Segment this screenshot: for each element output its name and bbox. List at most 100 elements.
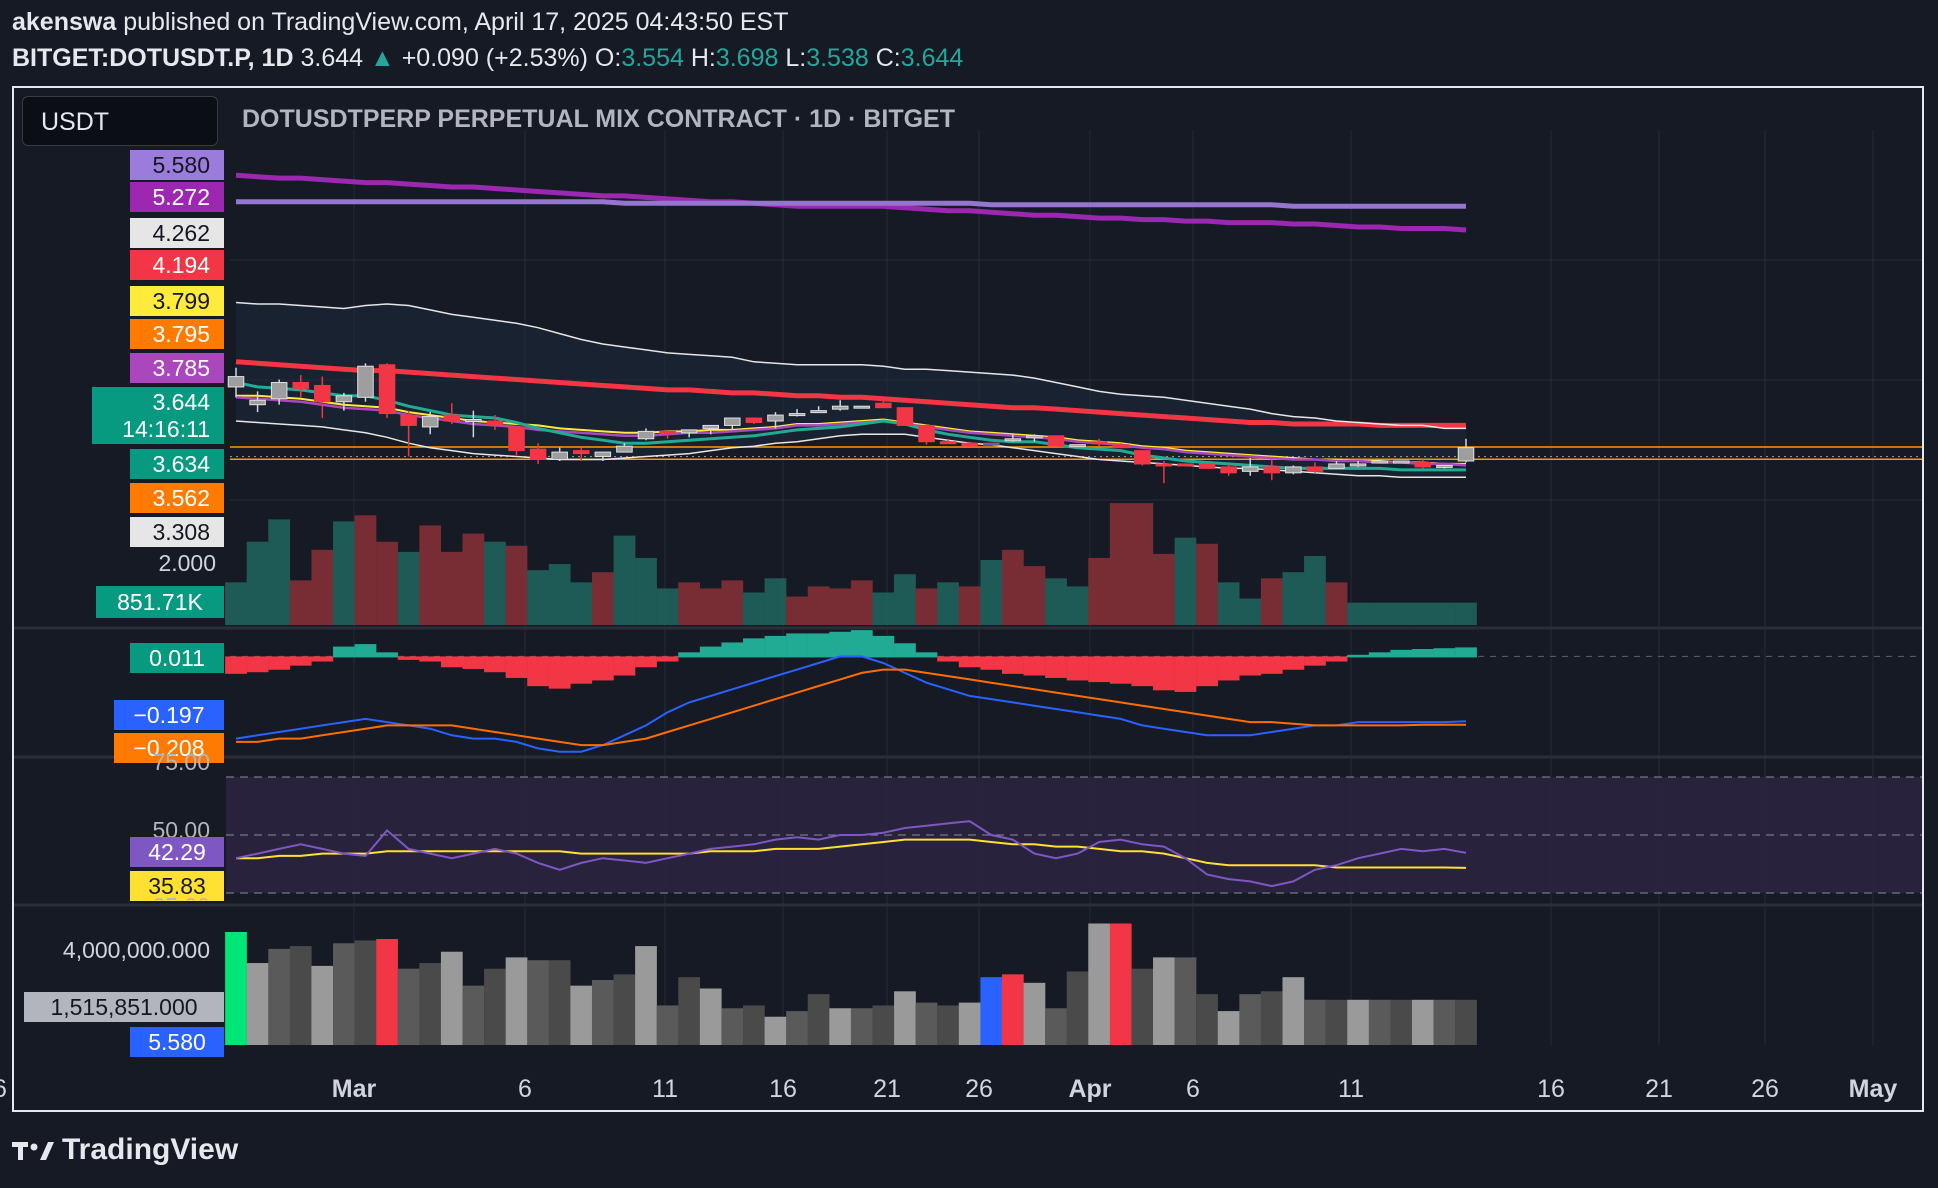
open-label: O:: [594, 44, 622, 72]
volume-bar: [613, 535, 636, 625]
volume-osc-bar: [1109, 923, 1132, 1045]
ma-magenta-line: [235, 396, 1467, 467]
close-value: 3.644: [900, 44, 964, 72]
x-axis-tick-label: 21: [1645, 1075, 1673, 1103]
candle-body: [875, 402, 892, 409]
rsi-label: 25.00: [120, 892, 210, 900]
volume-bar: [289, 580, 312, 625]
candle-body: [1026, 435, 1043, 439]
x-axis-tick-label: 21: [873, 1075, 901, 1103]
rsi-label: 35.83: [130, 871, 224, 901]
author[interactable]: akenswa: [12, 8, 117, 36]
volume-osc-bar: [1347, 999, 1369, 1045]
volume-bar: [635, 557, 657, 625]
low-value: 3.538: [806, 44, 869, 72]
candle-body: [421, 416, 439, 428]
macd-histogram-bar: [980, 656, 1003, 670]
volume-osc-bar: [937, 1005, 959, 1045]
volume-osc-bar: [527, 960, 549, 1045]
volume-bar: [1023, 566, 1046, 625]
candle-body: [1112, 444, 1130, 449]
macd-histogram-bar: [1368, 652, 1391, 658]
volume-bar: [527, 570, 549, 625]
volume-bar: [1045, 578, 1067, 625]
candle-body: [637, 430, 655, 440]
candle-body: [357, 365, 374, 398]
volume-bar: [786, 596, 808, 625]
candle-body: [939, 441, 957, 445]
close-label: C:: [875, 44, 901, 72]
volume-bar: [678, 582, 701, 625]
volume-osc-bar: [311, 965, 334, 1045]
volume-osc-bar: [1066, 971, 1089, 1045]
bollinger-lower-line: [235, 420, 1466, 479]
volume-label: 2.000: [158, 550, 216, 576]
macd-histogram-bar: [699, 646, 722, 658]
candle-body: [292, 381, 310, 389]
volume-bar: [1260, 578, 1283, 625]
macd-label: 0.011: [130, 643, 224, 673]
candle-body: [702, 424, 720, 429]
volume-bar: [397, 551, 420, 625]
candle-body: [1004, 438, 1022, 442]
macd-histogram-bar: [937, 656, 959, 662]
ma-teal-line: [235, 381, 1466, 472]
volume-bar: [1347, 602, 1369, 625]
candle-body: [1090, 441, 1108, 445]
volume-osc-bar: [505, 957, 528, 1045]
volume-osc-bar: [440, 951, 463, 1045]
price-label: 14:16:11: [92, 414, 224, 444]
macd-histogram-bar: [764, 635, 787, 658]
candle-body: [767, 414, 784, 422]
candle-body: [249, 399, 266, 406]
volume-osc-bar: [829, 1008, 852, 1045]
macd-histogram-bar: [1304, 656, 1326, 666]
candle-body: [270, 381, 288, 400]
rsi-ma-line: [236, 838, 1467, 869]
macd-histogram-bar: [440, 656, 463, 668]
candle-body: [659, 430, 676, 434]
volume-osc-bar: [1196, 994, 1218, 1045]
price-label: 4.262: [130, 218, 224, 248]
volume-bar: [246, 541, 269, 625]
price-label: 3.785: [130, 353, 224, 383]
volume-osc-bar: [289, 946, 312, 1045]
tradingview-logo[interactable]: TradingView: [12, 1133, 238, 1167]
volume-osc-bar: [764, 1016, 787, 1045]
candle-body: [1285, 466, 1302, 474]
macd-histogram-bar: [1217, 656, 1240, 681]
candle-body: [465, 419, 482, 423]
x-axis-tick-label: 11: [1338, 1075, 1364, 1103]
volume-osc-bar: [1001, 974, 1024, 1045]
candle-body: [853, 405, 871, 409]
volume-bar: [1433, 602, 1456, 625]
macd-histogram-bar: [397, 656, 420, 660]
x-axis-tick-label: 11: [652, 1075, 678, 1103]
macd-histogram-bar: [1001, 656, 1024, 674]
volume-bar: [1001, 549, 1024, 625]
volume-bar: [980, 560, 1003, 625]
volume-bar: [225, 582, 247, 625]
volume-osc-bar: [1045, 1008, 1067, 1045]
candle-body: [508, 426, 525, 452]
last-price: 3.644: [300, 44, 364, 72]
tradingview-logo-icon: [12, 1142, 54, 1161]
high-value: 3.698: [715, 44, 779, 72]
volume-osc-bar: [699, 988, 722, 1045]
volume-bar: [311, 549, 334, 625]
candle-body: [443, 414, 461, 422]
volume-osc-label: 1,515,851.000: [24, 992, 224, 1022]
price-label: 3.795: [130, 319, 224, 349]
currency-selector[interactable]: USDT: [22, 96, 218, 146]
macd-histogram-bar: [354, 644, 377, 658]
ohlc-line: BITGET:DOTUSDT.P, 1D 3.644 ▲ +0.090 (+2.…: [12, 44, 963, 73]
macd-label: −0.197: [114, 700, 224, 730]
volume-bar: [1153, 553, 1175, 625]
volume-bar: [548, 564, 571, 625]
volume-bar: [1196, 543, 1218, 625]
macd-histogram-bar: [225, 656, 247, 674]
macd-signal-line: [236, 668, 1466, 747]
macd-histogram-bar: [829, 631, 852, 658]
macd-histogram-bar: [1455, 647, 1477, 658]
